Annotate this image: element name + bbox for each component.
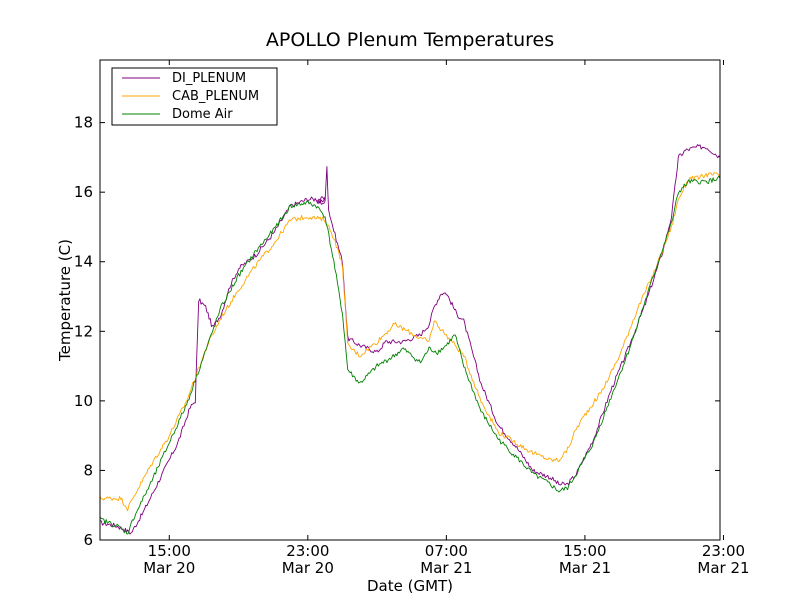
series-line-di-plenum — [99, 144, 721, 535]
y-tick-label: 6 — [83, 531, 93, 549]
x-tick-label-date: Mar 20 — [282, 559, 334, 577]
legend-label-di-plenum: DI_PLENUM — [172, 71, 246, 86]
series-line-dome-air — [99, 175, 721, 535]
y-tick-label: 8 — [83, 461, 93, 479]
x-tick-label-time: 15:00 — [148, 542, 191, 560]
series-line-cab-plenum — [99, 172, 721, 512]
x-tick-label-date: Mar 20 — [143, 559, 195, 577]
x-tick-label-time: 23:00 — [286, 542, 329, 560]
y-tick-label: 12 — [74, 322, 93, 340]
x-tick-label-time: 23:00 — [702, 542, 745, 560]
x-tick-label-time: 15:00 — [563, 542, 606, 560]
x-tick-label-time: 07:00 — [425, 542, 468, 560]
x-tick-label-date: Mar 21 — [420, 559, 472, 577]
legend: DI_PLENUM CAB_PLENUM Dome Air — [111, 67, 278, 126]
y-axis-ticks: 6 8 10 12 14 16 18 — [74, 114, 720, 549]
series-layer — [99, 144, 721, 535]
x-axis-label: Date (GMT) — [367, 577, 453, 595]
legend-label-dome-air: Dome Air — [172, 107, 233, 122]
x-tick-label-date: Mar 21 — [697, 559, 749, 577]
plot-area-frame — [99, 59, 721, 541]
y-tick-label: 10 — [74, 392, 93, 410]
y-tick-label: 18 — [74, 114, 93, 132]
y-tick-label: 16 — [74, 183, 93, 201]
chart-title: APOLLO Plenum Temperatures — [266, 29, 554, 51]
y-tick-label: 14 — [74, 253, 93, 271]
y-axis-label: Temperature (C) — [56, 239, 74, 362]
x-tick-label-date: Mar 21 — [559, 559, 611, 577]
legend-label-cab-plenum: CAB_PLENUM — [172, 89, 259, 104]
